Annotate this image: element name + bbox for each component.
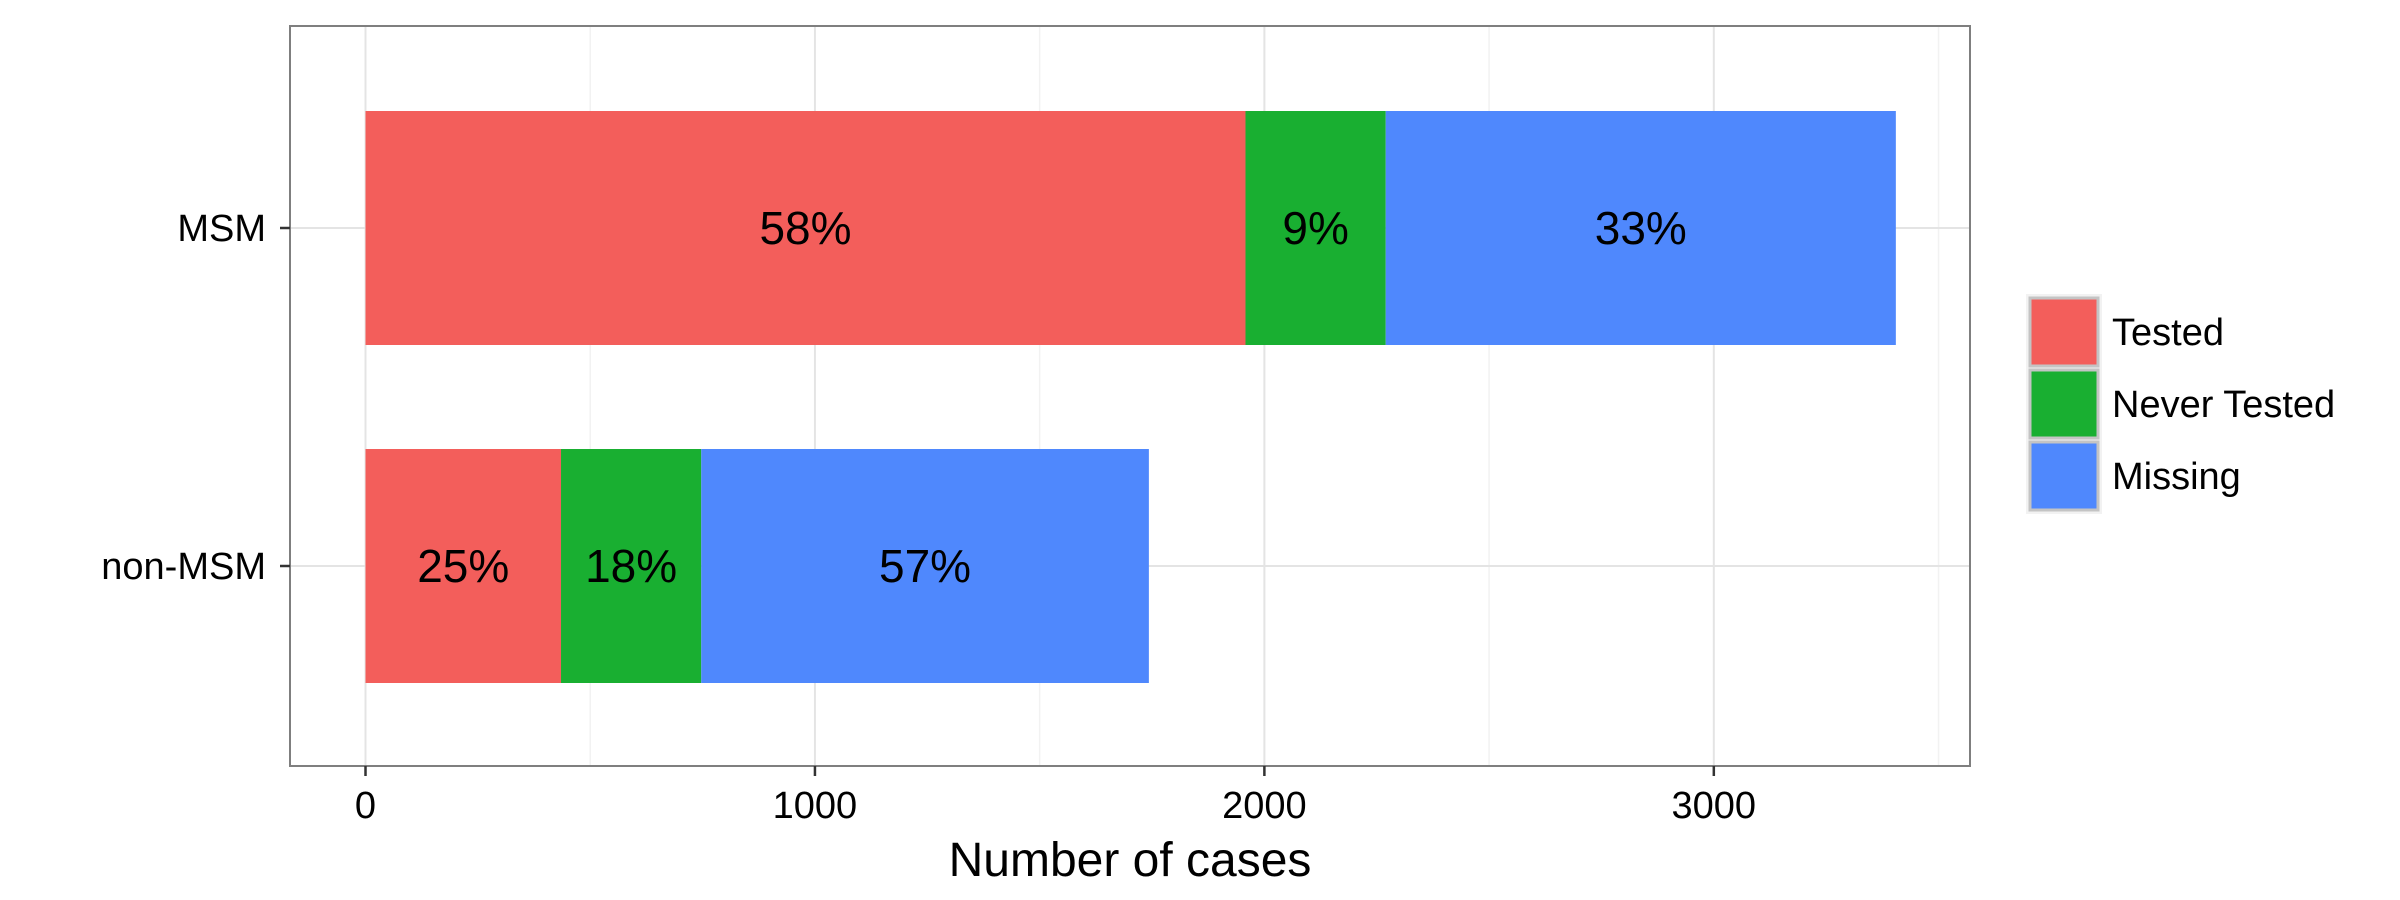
legend-key: [2028, 440, 2100, 512]
axes: 0 1000 2000 3000 MSM non-MSM: [101, 208, 1756, 827]
x-tick-label: 0: [355, 785, 376, 827]
bar-percent-label: 25%: [417, 540, 509, 592]
bar-percent-label: 18%: [585, 540, 677, 592]
bar-percent-label: 58%: [759, 202, 851, 254]
x-tick-label: 1000: [773, 785, 858, 827]
bar-segment: [561, 449, 702, 683]
bar-percent-label: 9%: [1282, 202, 1348, 254]
plot-panel-border: [289, 25, 1971, 767]
bar-segment: [1385, 111, 1896, 345]
x-axis-title: Number of cases: [949, 834, 1312, 887]
y-tick-label: MSM: [177, 208, 266, 250]
bar-segment: [701, 449, 1149, 683]
legend-label: Never Tested: [2112, 384, 2335, 426]
bars: 58% 9% 33% 25% 18% 57%: [365, 111, 1896, 683]
bar-segment: [1245, 111, 1386, 345]
bar-segment: [365, 111, 1246, 345]
bar-percent-label: 57%: [879, 540, 971, 592]
bar-percent-label: 33%: [1595, 202, 1687, 254]
y-tick-label: non-MSM: [101, 546, 266, 588]
legend-label: Missing: [2112, 456, 2241, 498]
legend-label: Tested: [2112, 312, 2224, 354]
legend-key: [2028, 296, 2100, 368]
legend: Tested Never Tested Missing: [2026, 294, 2335, 514]
x-tick-label: 2000: [1222, 785, 1307, 827]
x-tick-label: 3000: [1672, 785, 1757, 827]
legend-key: [2028, 368, 2100, 440]
bar-segment: [365, 449, 562, 683]
